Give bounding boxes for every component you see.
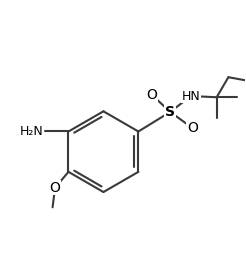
Text: O: O xyxy=(50,181,61,195)
Text: HN: HN xyxy=(182,90,200,102)
Text: H₂N: H₂N xyxy=(19,125,43,138)
Text: O: O xyxy=(187,121,198,135)
Text: S: S xyxy=(165,105,175,119)
Text: O: O xyxy=(146,88,157,102)
